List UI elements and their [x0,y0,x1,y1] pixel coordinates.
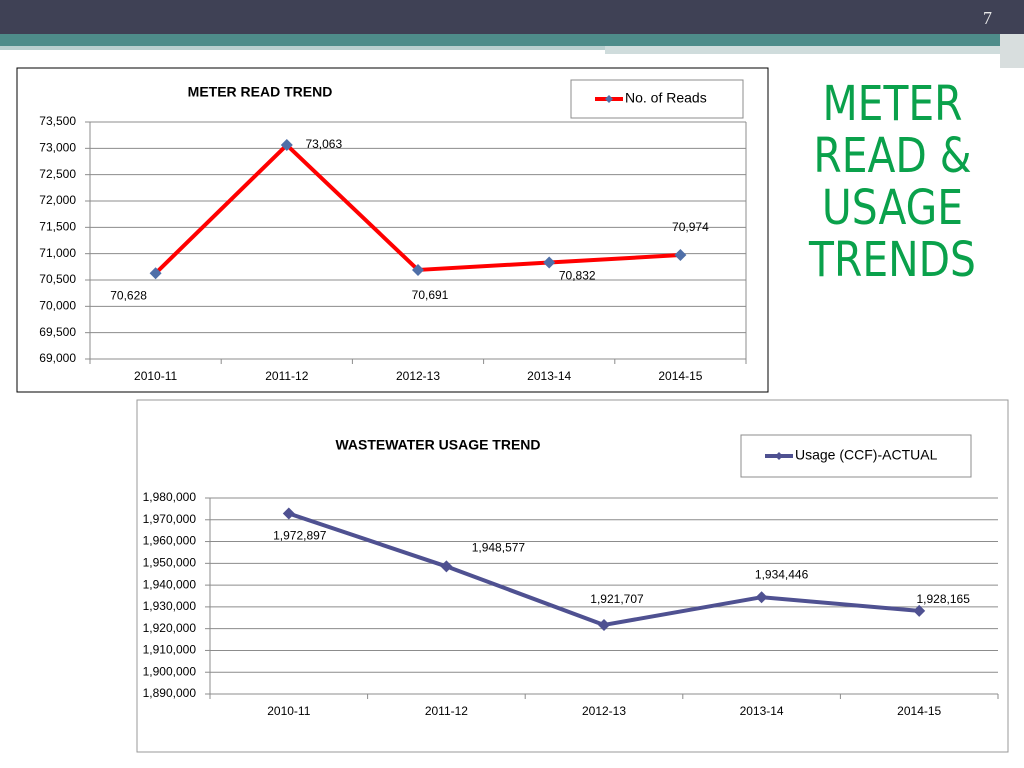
data-label: 1,934,446 [755,567,809,581]
data-point [280,139,293,152]
x-tick-label: 2014-15 [658,369,702,383]
data-label: 70,691 [412,288,449,302]
x-tick-label: 2011-12 [265,369,308,383]
y-tick-label: 72,500 [39,167,76,181]
header-stripe [1000,34,1024,68]
y-tick-label: 70,500 [39,272,76,286]
data-point [149,267,162,280]
x-tick-label: 2013-14 [740,704,784,718]
slide-title: METER READ & USAGE TRENDS [809,76,976,288]
y-tick-label: 1,940,000 [143,577,197,591]
data-label: 70,974 [672,220,709,234]
x-tick-label: 2013-14 [527,369,571,383]
x-tick-label: 2011-12 [425,704,468,718]
y-tick-label: 72,000 [39,193,76,207]
y-tick-label: 1,950,000 [143,556,197,570]
data-point [440,560,453,573]
y-tick-label: 1,920,000 [143,621,197,635]
x-tick-label: 2014-15 [897,704,941,718]
header-stripe [0,46,605,50]
y-tick-label: 1,970,000 [143,512,197,526]
data-point [282,507,295,520]
chart-title: METER READ TREND [188,84,333,100]
y-tick-label: 1,960,000 [143,534,197,548]
y-tick-label: 1,910,000 [143,643,197,657]
x-tick-label: 2012-13 [396,369,440,383]
y-tick-label: 1,930,000 [143,599,197,613]
data-point [674,249,687,262]
y-tick-label: 73,000 [39,141,76,155]
legend-marker [605,95,613,103]
legend-label: Usage (CCF)-ACTUAL [795,447,938,463]
data-point [543,256,556,269]
y-tick-label: 69,000 [39,351,76,365]
y-tick-label: 70,000 [39,299,76,313]
data-point [755,591,768,604]
header-bar [0,0,1024,34]
x-tick-label: 2010-11 [267,704,310,718]
page-number: 7 [983,8,992,28]
y-tick-label: 69,500 [39,325,76,339]
data-label: 1,928,165 [917,592,971,606]
header-stripe [605,46,1000,54]
header-stripe [0,34,1024,46]
data-point [412,263,424,276]
data-label: 70,628 [110,288,147,302]
data-label: 1,948,577 [472,541,526,555]
y-tick-label: 71,500 [39,220,76,234]
x-tick-label: 2010-11 [134,369,177,383]
x-tick-label: 2012-13 [582,704,626,718]
y-tick-label: 1,900,000 [143,664,197,678]
y-tick-label: 1,890,000 [143,686,197,700]
y-tick-label: 73,500 [39,114,76,128]
legend-marker [775,452,783,460]
data-point [598,618,610,631]
data-label: 70,832 [559,269,596,283]
y-tick-label: 1,980,000 [143,490,197,504]
y-tick-label: 71,000 [39,246,76,260]
data-label: 1,972,897 [273,529,327,543]
data-label: 1,921,707 [590,592,644,606]
legend-label: No. of Reads [625,90,707,106]
chart-title: WASTEWATER USAGE TREND [335,437,540,453]
data-label: 73,063 [305,137,342,151]
data-point [913,604,926,617]
